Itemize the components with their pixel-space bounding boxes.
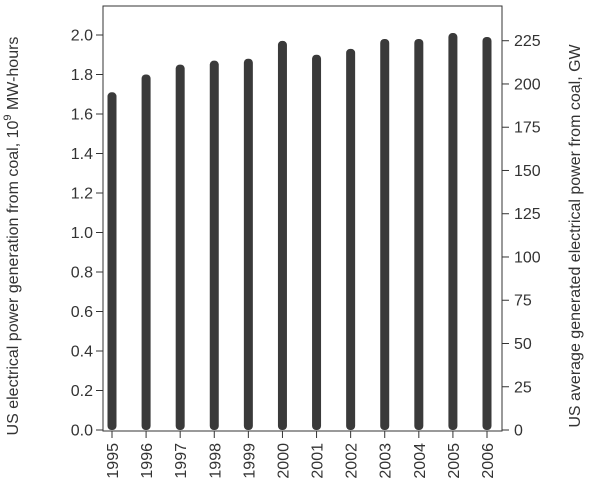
left-tick-label-0.6: 0.6 bbox=[71, 304, 93, 321]
y-axis-label-left: US electrical power generation from coal… bbox=[2, 37, 22, 436]
left-tick-label-2.0: 2.0 bbox=[71, 28, 93, 45]
left-tick-label-0.2: 0.2 bbox=[71, 383, 93, 400]
left-tick-label-1.6: 1.6 bbox=[71, 107, 93, 124]
left-tick-label-1.4: 1.4 bbox=[71, 146, 93, 163]
x-axis-ticks: 1995 1996 1997 1998 1999 2000 2001 2002 2003 2004… bbox=[105, 431, 497, 479]
x-tick-label-1999: 1999 bbox=[241, 443, 258, 479]
left-tick-label-0.0: 0.0 bbox=[71, 423, 93, 440]
x-tick-label-2006: 2006 bbox=[480, 443, 497, 479]
axes-layer bbox=[102, 5, 503, 432]
right-axis-ticks: 0 25 50 75 100 125 150 175 200 225 bbox=[502, 33, 541, 440]
y-axis-label-left-exponent: 9 bbox=[2, 114, 14, 120]
right-tick-label-150: 150 bbox=[514, 163, 541, 180]
left-axis-ticks: 0.0 0.2 0.4 0.6 0.8 1.0 1.2 1.4 1.6 1.8 2.0 bbox=[71, 28, 103, 440]
right-tick-label-175: 175 bbox=[514, 120, 541, 137]
left-tick-label-0.8: 0.8 bbox=[71, 265, 93, 282]
right-tick-label-50: 50 bbox=[514, 336, 532, 353]
y-axis-label-left-main: US electrical power generation from coal… bbox=[5, 121, 22, 436]
bar-1999 bbox=[243, 58, 253, 430]
bar-2001 bbox=[312, 54, 322, 430]
bar-1997 bbox=[175, 64, 185, 431]
x-tick-label-1996: 1996 bbox=[139, 443, 156, 479]
right-tick-label-25: 25 bbox=[514, 379, 532, 396]
left-tick-label-1.8: 1.8 bbox=[71, 67, 93, 84]
bar-2000 bbox=[277, 40, 287, 431]
right-tick-label-100: 100 bbox=[514, 249, 541, 266]
right-tick-label-125: 125 bbox=[514, 206, 541, 223]
x-tick-label-2001: 2001 bbox=[310, 443, 327, 479]
y-axis-label-right: US average generated electrical power fr… bbox=[567, 43, 584, 427]
right-tick-label-200: 200 bbox=[514, 76, 541, 93]
right-tick-label-0: 0 bbox=[514, 423, 523, 440]
bar-2004 bbox=[414, 38, 424, 430]
x-tick-label-2003: 2003 bbox=[378, 443, 395, 479]
x-tick-label-2005: 2005 bbox=[446, 443, 463, 479]
bar-2002 bbox=[346, 48, 356, 430]
left-tick-label-1.2: 1.2 bbox=[71, 186, 93, 203]
x-tick-label-2002: 2002 bbox=[344, 443, 361, 479]
bar-2006 bbox=[482, 36, 492, 430]
bar-1996 bbox=[141, 74, 151, 430]
bar-1998 bbox=[209, 60, 219, 431]
left-tick-label-0.4: 0.4 bbox=[71, 344, 93, 361]
plot-frame bbox=[102, 5, 503, 432]
x-tick-label-1997: 1997 bbox=[173, 443, 190, 479]
right-tick-label-225: 225 bbox=[514, 33, 541, 50]
right-tick-label-75: 75 bbox=[514, 293, 532, 310]
bar-1995 bbox=[107, 92, 117, 430]
x-tick-label-2000: 2000 bbox=[275, 443, 292, 479]
y-axis-label-left-unit: MW-hours bbox=[5, 37, 22, 115]
left-tick-label-1.0: 1.0 bbox=[71, 225, 93, 242]
x-tick-label-1995: 1995 bbox=[105, 443, 122, 479]
bars-layer bbox=[107, 33, 492, 431]
x-tick-label-2004: 2004 bbox=[412, 443, 429, 479]
x-tick-label-1998: 1998 bbox=[207, 443, 224, 479]
bar-2005 bbox=[448, 33, 458, 430]
bar-2003 bbox=[380, 38, 390, 430]
